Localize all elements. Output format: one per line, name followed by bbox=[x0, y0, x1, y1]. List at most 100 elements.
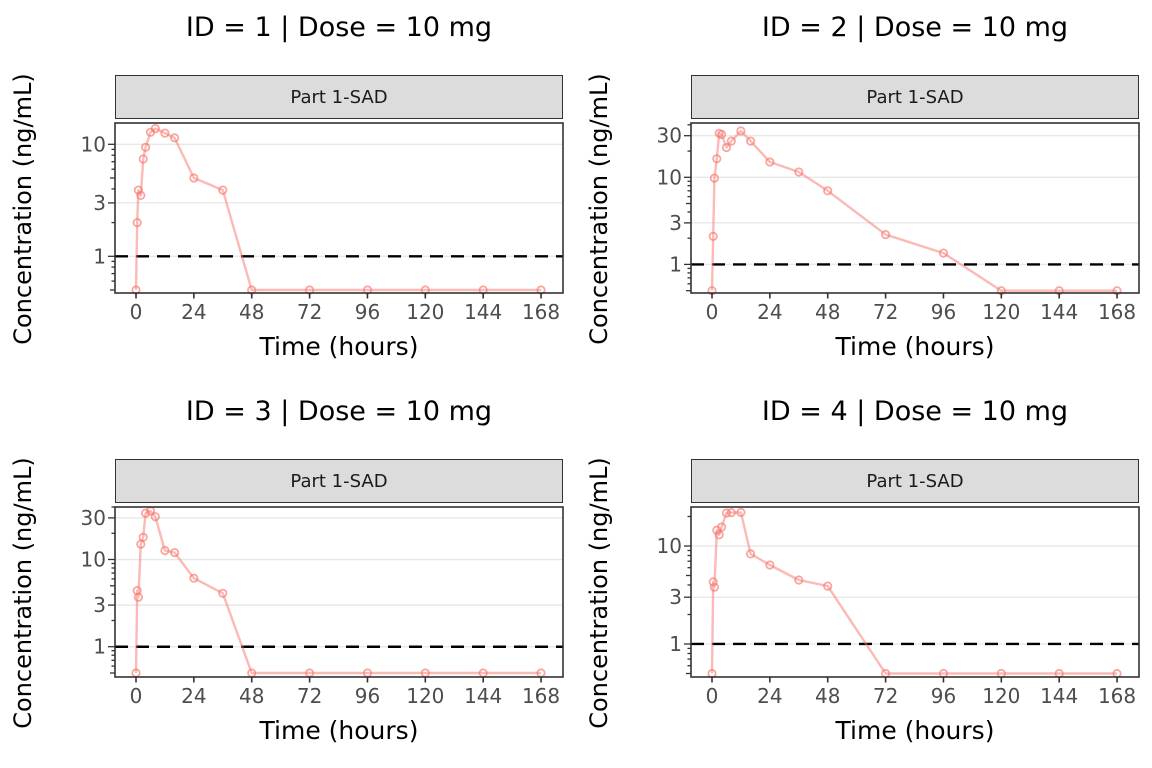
facet-strip: Part 1-SAD bbox=[115, 459, 563, 503]
data-point bbox=[823, 581, 833, 591]
facet-strip-label: Part 1-SAD bbox=[866, 470, 964, 492]
panel-border bbox=[114, 122, 564, 294]
x-axis-title: Time (hours) bbox=[259, 716, 419, 745]
x-tick-label: 168 bbox=[522, 300, 560, 324]
data-point bbox=[712, 154, 722, 164]
data-point bbox=[133, 185, 143, 195]
x-tick-label: 144 bbox=[464, 300, 502, 324]
data-point bbox=[794, 167, 804, 177]
facet-strip-label: Part 1-SAD bbox=[866, 86, 964, 108]
data-point bbox=[170, 133, 180, 143]
x-tick-label: 168 bbox=[1098, 300, 1136, 324]
data-point bbox=[132, 218, 142, 228]
plot-canvas-id-4: 1 3 10 0 24 48 72 96 120 144 168 bbox=[657, 506, 1140, 708]
plot-canvas-id-1: 1 3 10 0 24 48 72 96 120 144 168 bbox=[81, 122, 564, 324]
y-tick-label: 1 bbox=[669, 632, 682, 656]
data-point bbox=[709, 173, 719, 183]
plot-title: ID = 4 | Dose = 10 mg bbox=[761, 396, 1069, 427]
facet-strip: Part 1-SAD bbox=[115, 75, 563, 119]
data-point bbox=[717, 522, 727, 532]
x-axis-title: Time (hours) bbox=[259, 332, 419, 361]
plot-title: ID = 2 | Dose = 10 mg bbox=[761, 12, 1069, 43]
x-tick-label: 48 bbox=[239, 300, 264, 324]
x-tick-label: 72 bbox=[297, 300, 322, 324]
y-axis-title: Concentration (ng/mL) bbox=[585, 73, 613, 345]
data-point bbox=[141, 142, 151, 152]
data-point bbox=[708, 577, 718, 587]
x-tick-label: 144 bbox=[1040, 684, 1078, 708]
data-point bbox=[736, 126, 746, 136]
x-tick-label: 96 bbox=[355, 300, 380, 324]
x-tick-label: 168 bbox=[522, 684, 560, 708]
y-tick-label: 1 bbox=[669, 252, 682, 276]
y-axis-title: Concentration (ng/mL) bbox=[585, 457, 613, 729]
data-point bbox=[160, 545, 170, 556]
panel-border bbox=[690, 506, 1140, 678]
data-point bbox=[726, 508, 736, 518]
plot-title: ID = 3 | Dose = 10 mg bbox=[185, 396, 493, 427]
subplot-id-1: 1 3 10 0 24 48 72 96 120 144 168 Part 1-SAD ID = 1… bbox=[0, 0, 576, 384]
x-tick-label: 96 bbox=[355, 684, 380, 708]
x-tick-label: 72 bbox=[873, 300, 898, 324]
x-tick-label: 24 bbox=[181, 300, 206, 324]
panel-border bbox=[690, 122, 1140, 294]
x-tick-label: 72 bbox=[873, 684, 898, 708]
y-axis-title: Concentration (ng/mL) bbox=[9, 457, 37, 729]
x-tick-label: 0 bbox=[706, 300, 719, 324]
y-tick-label: 3 bbox=[669, 211, 682, 235]
data-point bbox=[721, 142, 732, 153]
y-tick-label: 10 bbox=[657, 165, 682, 189]
x-tick-label: 0 bbox=[130, 300, 143, 324]
data-point bbox=[726, 136, 736, 146]
panel-border bbox=[114, 506, 564, 678]
y-tick-label: 30 bbox=[81, 506, 106, 530]
data-point bbox=[714, 530, 724, 540]
facet-strip-label: Part 1-SAD bbox=[290, 470, 388, 492]
y-tick-label: 3 bbox=[669, 585, 682, 609]
subplot-id-2: 1 3 10 30 0 24 48 72 96 120 144 168 Part 1-SAD ID =… bbox=[576, 0, 1152, 384]
x-tick-label: 144 bbox=[1040, 300, 1078, 324]
facet-strip: Part 1-SAD bbox=[691, 459, 1139, 503]
data-point bbox=[141, 508, 151, 518]
panel-background bbox=[691, 507, 1139, 677]
data-point bbox=[189, 573, 199, 583]
data-point bbox=[880, 230, 891, 240]
data-point bbox=[150, 124, 160, 134]
y-tick-label: 3 bbox=[93, 593, 106, 617]
plot-title: ID = 1 | Dose = 10 mg bbox=[185, 12, 493, 43]
y-tick-label: 10 bbox=[81, 132, 106, 156]
plot-canvas-id-3: 1 3 10 30 0 24 48 72 96 120 144 168 bbox=[81, 506, 564, 708]
x-tick-label: 48 bbox=[815, 684, 840, 708]
x-tick-label: 24 bbox=[181, 684, 206, 708]
data-point bbox=[938, 248, 949, 258]
y-tick-label: 3 bbox=[93, 191, 106, 215]
data-point bbox=[189, 173, 199, 183]
x-tick-label: 120 bbox=[406, 300, 444, 324]
x-tick-label: 96 bbox=[931, 300, 956, 324]
plot-canvas-id-2: 1 3 10 30 0 24 48 72 96 120 144 168 bbox=[657, 122, 1140, 324]
data-point bbox=[765, 560, 775, 570]
data-point bbox=[708, 231, 718, 241]
x-tick-label: 96 bbox=[931, 684, 956, 708]
concentration-line bbox=[134, 509, 541, 675]
data-point bbox=[823, 186, 833, 196]
data-point bbox=[736, 507, 746, 517]
x-tick-label: 24 bbox=[757, 684, 782, 708]
data-point bbox=[138, 532, 148, 542]
x-tick-label: 144 bbox=[464, 684, 502, 708]
x-tick-label: 24 bbox=[757, 300, 782, 324]
facet-strip: Part 1-SAD bbox=[691, 75, 1139, 119]
data-point bbox=[794, 575, 804, 585]
concentration-line bbox=[134, 127, 541, 292]
y-axis-title: Concentration (ng/mL) bbox=[9, 73, 37, 345]
data-point bbox=[717, 129, 727, 140]
data-point bbox=[709, 582, 719, 592]
data-point bbox=[765, 157, 775, 167]
x-tick-label: 168 bbox=[1098, 684, 1136, 708]
x-axis-title: Time (hours) bbox=[835, 332, 995, 361]
data-point bbox=[218, 588, 228, 598]
data-point bbox=[150, 512, 160, 522]
data-point bbox=[160, 128, 170, 138]
x-tick-label: 0 bbox=[130, 684, 143, 708]
